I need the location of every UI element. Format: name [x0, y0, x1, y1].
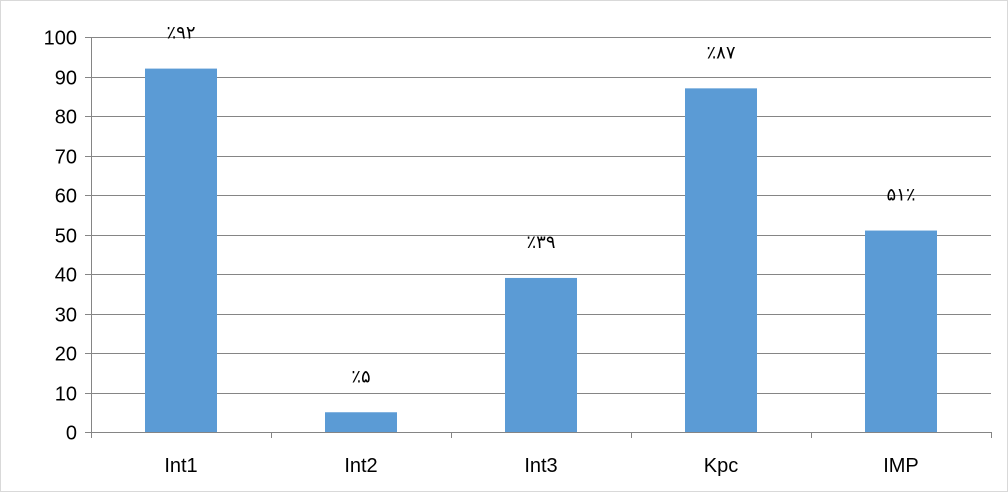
bar-kpc — [685, 88, 757, 432]
bar-int3 — [505, 277, 577, 432]
y-tick-label: 50 — [55, 226, 77, 248]
bar-imp — [865, 230, 937, 432]
data-label: ٪۳۹ — [526, 232, 555, 252]
x-tick-label: Int3 — [524, 455, 557, 477]
y-tick-label: 100 — [44, 28, 77, 50]
x-tick-label: Kpc — [704, 455, 738, 477]
bar-int1 — [145, 68, 217, 432]
x-tick-label: Int1 — [164, 455, 197, 477]
y-tick-label: 70 — [55, 147, 77, 169]
x-tick-label: IMP — [883, 455, 919, 477]
tick-labels: 0 10 20 30 40 50 60 70 80 90 100 Int1 Int2 Int3 Kpc IMP — [44, 28, 919, 478]
data-labels: ٪۹۲ ٪۵ ٪۳۹ ٪۸۷ ۵۱٪ — [166, 23, 915, 387]
y-tick-label: 40 — [55, 265, 77, 287]
data-label: ٪۸۷ — [706, 42, 735, 62]
data-label: ٪۹۲ — [166, 23, 195, 43]
y-tick-label: 60 — [55, 186, 77, 208]
bar-int2 — [325, 412, 397, 432]
data-label: ٪۵ — [351, 366, 370, 386]
gridlines — [91, 37, 991, 394]
y-tick-label: 80 — [55, 107, 77, 129]
y-tick-label: 20 — [55, 344, 77, 366]
axes — [85, 37, 992, 438]
y-tick-label: 10 — [55, 384, 77, 406]
bars — [145, 68, 937, 432]
y-tick-label: 90 — [55, 68, 77, 90]
y-tick-label: 0 — [66, 423, 77, 445]
y-tick-label: 30 — [55, 305, 77, 327]
x-tick-label: Int2 — [344, 455, 377, 477]
data-label: ۵۱٪ — [886, 185, 915, 205]
